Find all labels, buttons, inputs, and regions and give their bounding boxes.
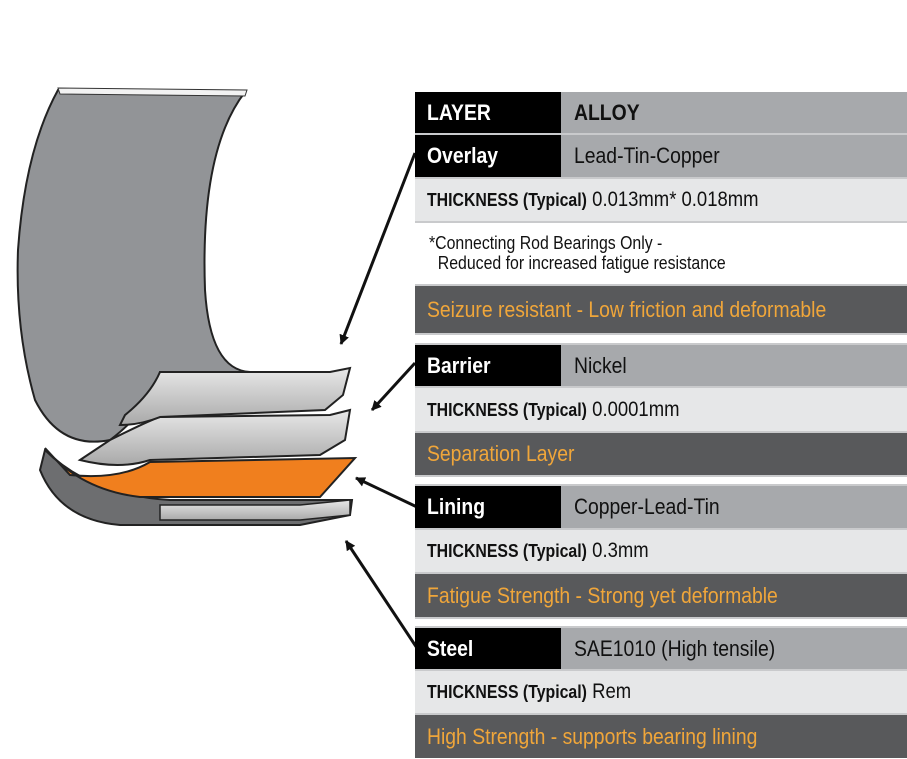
steel-arrow [344,540,419,649]
layer-name: Lining [427,494,486,519]
layer-name: Barrier [427,352,491,378]
note-line-1: *Connecting Rod Bearings Only - [429,233,663,253]
layer-row-barrier: Barrier Nickel [415,345,907,388]
barrier-layer [77,408,352,466]
lining-arrow [355,476,418,509]
layer-row-steel: Steel SAE1010 (High tensile) [415,628,907,671]
layer-column-header: LAYER [427,99,491,125]
description-row-barrier: Separation Layer [415,433,907,475]
layer-row-lining: Lining Copper-Lead-Tin [415,486,907,530]
description-row-overlay: Seizure resistant - Low friction and def… [415,286,907,333]
description-row-lining: Fatigue Strength - Strong yet deformable [415,574,907,617]
alloy-value: Copper-Lead-Tin [574,494,720,519]
alloy-value: Lead-Tin-Copper [574,143,720,168]
section-divider [415,617,907,628]
note-line-2: Reduced for increased fatigue resistance [437,253,726,273]
barrier-arrow [370,361,417,412]
thickness-value: 0.0001mm [592,397,680,421]
description-text: Separation Layer [427,441,575,466]
section-divider [415,475,907,486]
layer-row-overlay: Overlay Lead-Tin-Copper [415,135,907,179]
thickness-label: THICKNESS (Typical) [427,682,587,702]
alloy-value: Nickel [574,352,627,378]
overlay-arrow [339,152,417,345]
thickness-row-steel: THICKNESS (Typical) Rem [415,671,907,715]
bearing-illustration [16,87,419,649]
thickness-value: 0.3mm [592,539,649,562]
alloy-column-header: ALLOY [574,99,640,125]
thickness-row-barrier: THICKNESS (Typical) 0.0001mm [415,388,907,433]
thickness-row-lining: THICKNESS (Typical) 0.3mm [415,530,907,574]
overlay-note: *Connecting Rod Bearings Only - Reduced … [415,223,907,286]
description-text: High Strength - supports bearing lining [427,723,758,749]
thickness-value: Rem [592,680,632,703]
description-text: Fatigue Strength - Strong yet deformable [427,582,778,608]
description-text: Seizure resistant - Low friction and def… [427,296,827,322]
thickness-value: 0.013mm* 0.018mm [592,188,759,211]
layer-name: Steel [427,635,474,661]
alloy-value: SAE1010 (High tensile) [574,635,776,661]
overlay-layer [118,366,352,427]
section-divider [415,333,907,345]
table-header: LAYER ALLOY [415,92,907,135]
thickness-row-overlay: THICKNESS (Typical) 0.013mm* 0.018mm [415,179,907,223]
description-row-steel: High Strength - supports bearing lining [415,715,907,758]
thickness-label: THICKNESS (Typical) [427,190,587,210]
layer-name: Overlay [427,143,499,168]
thickness-label: THICKNESS (Typical) [427,399,587,420]
thickness-label: THICKNESS (Typical) [427,541,587,561]
lining-layer [44,447,358,498]
